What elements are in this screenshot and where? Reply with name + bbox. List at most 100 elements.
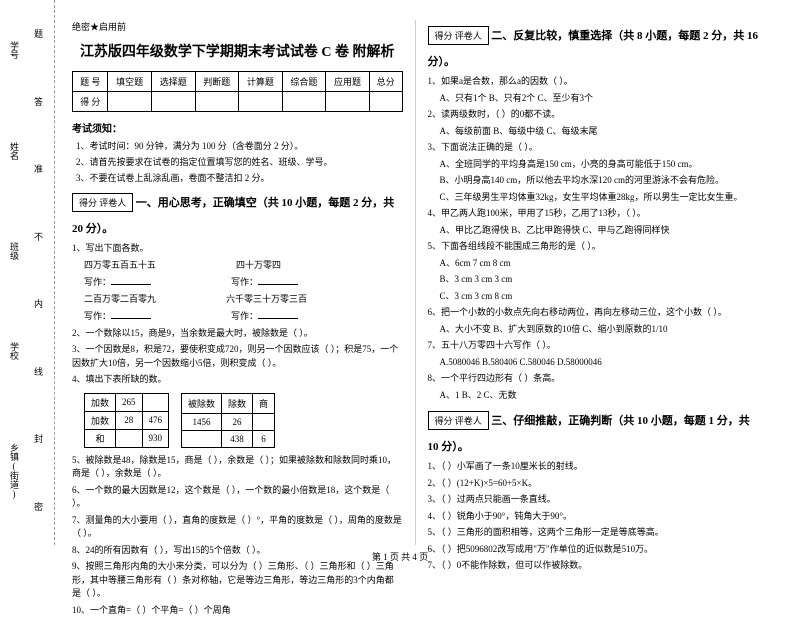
margin-label: 乡镇(街道) bbox=[8, 443, 21, 499]
judge-q5: 5、（ ）三角形的面积相等，这两个三角形一定是等底等高。 bbox=[428, 526, 759, 540]
q1-text: 写作： bbox=[84, 277, 111, 287]
question-6: 6、一个数的最大因数是12，这个数是（ ），一个数的最小倍数是18，这个数是（ … bbox=[72, 484, 403, 511]
question-4: 4、填出下表所缺的数。 bbox=[72, 373, 403, 387]
empty-cell bbox=[151, 92, 195, 112]
question-1: 1、写出下面各数。 bbox=[72, 242, 403, 256]
margin-label: 学号 bbox=[8, 41, 21, 59]
cell: 28 bbox=[116, 411, 143, 429]
question-5: 5、被除数是48，除数是15，商是（ ），余数是（ ）；如果被除数和除数同时乘1… bbox=[72, 454, 403, 481]
margin-char: 准 bbox=[32, 164, 45, 173]
cell: 被除数 bbox=[182, 393, 222, 413]
section-2-title: 二、反复比较，慎重选择（共 8 小题，每题 2 分，共 16 bbox=[491, 30, 758, 42]
choice-q5-b: B、3 cm 3 cm 3 cm bbox=[428, 273, 759, 287]
choice-q4: 4、甲乙两人跑100米，甲用了15秒，乙用了13秒，（ ）。 bbox=[428, 207, 759, 221]
q4-tables: 加数265 加数28476 和 930 被除数除数商 145626 4386 bbox=[72, 390, 403, 451]
empty-cell bbox=[282, 92, 326, 112]
score-grader-box: 得分 评卷人 bbox=[72, 193, 133, 212]
empty-cell bbox=[239, 92, 283, 112]
table-row: 和 930 bbox=[85, 429, 169, 447]
choice-q8-opts: A、1 B、2 C、无数 bbox=[428, 389, 759, 403]
score-grader-box: 得分 评卷人 bbox=[428, 411, 489, 430]
question-1-row: 写作： 写作： bbox=[72, 309, 403, 324]
question-3: 3、一个因数是8，积是72，要使积变成720，则另一个因数应该（ ）；积是75，… bbox=[72, 343, 403, 370]
score-summary-table: 题 号 填空题 选择题 判断题 计算题 综合题 应用题 总分 得 分 bbox=[72, 71, 403, 112]
section-1-title: 一、用心思考，正确填空（共 10 小题，每题 2 分，共 bbox=[136, 197, 395, 209]
page-footer: 第 1 页 共 4 页 bbox=[0, 550, 800, 563]
cell: 除数 bbox=[222, 393, 253, 413]
choice-q1: 1、如果a是合数，那么a的因数（ ）。 bbox=[428, 75, 759, 89]
notice-item: 3、不要在试卷上乱涂乱画，卷面不整洁扣 2 分。 bbox=[72, 171, 403, 184]
cell bbox=[142, 393, 169, 411]
cell: 26 bbox=[222, 413, 253, 430]
choice-q1-opts: A、只有1个 B、只有2个 C、至少有3个 bbox=[428, 92, 759, 106]
question-1-row: 写作： 写作： bbox=[72, 275, 403, 290]
q1-text: 二百万零二百零九 bbox=[84, 294, 156, 304]
notice-heading: 考试须知： bbox=[72, 120, 403, 135]
row-label: 得 分 bbox=[73, 92, 108, 112]
margin-char: 内 bbox=[32, 299, 45, 308]
cell: 和 bbox=[85, 429, 116, 447]
choice-q3-b: B、小明身高140 cm，所以他去平均水深120 cm的河里游泳不会有危险。 bbox=[428, 174, 759, 188]
question-9: 9、按照三角形内角的大小来分类，可以分为（ ）三角形、（ ）三角形和（ ）三角形… bbox=[72, 560, 403, 601]
choice-q6-opts: A、大小不变 B、扩大到原数的10倍 C、缩小到原数的1/10 bbox=[428, 323, 759, 337]
question-2: 2、一个数除以15，商是9，当余数是最大时，被除数是（ ）。 bbox=[72, 327, 403, 341]
question-10: 10、一个直角=（ ）个平角=（ ）个周角 bbox=[72, 604, 403, 617]
q1-text: 写作： bbox=[84, 311, 111, 321]
margin-char: 不 bbox=[32, 232, 45, 241]
section-1-title-cont: 20 分）。 bbox=[72, 220, 403, 236]
blank-line bbox=[258, 309, 298, 319]
margin-label: 学校 bbox=[8, 342, 21, 360]
header-cell: 题 号 bbox=[73, 72, 108, 92]
cell bbox=[116, 429, 143, 447]
q1-text: 写作： bbox=[231, 311, 258, 321]
question-1-row: 四万零五百五十五四十万零四 bbox=[72, 259, 403, 273]
margin-char: 封 bbox=[32, 434, 45, 443]
margin-inner-labels: 题 答 准 不 内 线 封 密 bbox=[32, 0, 45, 540]
header-cell: 应用题 bbox=[326, 72, 370, 92]
empty-cell bbox=[108, 92, 152, 112]
header-cell: 计算题 bbox=[239, 72, 283, 92]
question-1-row: 二百万零二百零九 六千零三十万零三百 bbox=[72, 293, 403, 307]
cell: 商 bbox=[253, 393, 275, 413]
table-row: 加数28476 bbox=[85, 411, 169, 429]
choice-q8: 8、一个平行四边形有（ ）条高。 bbox=[428, 372, 759, 386]
q1-text: 四十万零四 bbox=[236, 260, 281, 270]
q4-table-2: 被除数除数商 145626 4386 bbox=[181, 393, 275, 448]
cell: 438 bbox=[222, 430, 253, 447]
confidential-tag: 绝密★启用前 bbox=[72, 20, 403, 33]
judge-q1: 1、（ ）小军画了一条10厘米长的射线。 bbox=[428, 460, 759, 474]
header-cell: 选择题 bbox=[151, 72, 195, 92]
table-row: 145626 bbox=[182, 413, 275, 430]
margin-outer-labels: 学号 姓名 班级 学校 乡镇(街道) bbox=[8, 0, 21, 540]
choice-q5: 5、下面各组线段不能围成三角形的是（ ）。 bbox=[428, 240, 759, 254]
judge-q2: 2、（ ）(12+K)×5=60+5×K。 bbox=[428, 477, 759, 491]
right-column: 得分 评卷人 二、反复比较，慎重选择（共 8 小题，每题 2 分，共 16 分）… bbox=[416, 20, 771, 545]
cell: 加数 bbox=[85, 411, 116, 429]
table-row: 4386 bbox=[182, 430, 275, 447]
choice-q3: 3、下面说法正确的是（ ）。 bbox=[428, 141, 759, 155]
exam-title: 江苏版四年级数学下学期期末考试试卷 C 卷 附解析 bbox=[72, 41, 403, 61]
page-container: 绝密★启用前 江苏版四年级数学下学期期末考试试卷 C 卷 附解析 题 号 填空题… bbox=[0, 0, 800, 545]
margin-char: 题 bbox=[32, 29, 45, 38]
cell: 加数 bbox=[85, 393, 116, 411]
margin-label: 姓名 bbox=[8, 142, 21, 160]
q1-text: 写作： bbox=[231, 277, 258, 287]
cell bbox=[182, 430, 222, 447]
blank-line bbox=[111, 309, 151, 319]
q4-table-1: 加数265 加数28476 和 930 bbox=[84, 393, 169, 448]
q1-text: 六千零三十万零三百 bbox=[226, 294, 307, 304]
margin-char: 线 bbox=[32, 367, 45, 376]
cell: 476 bbox=[142, 411, 169, 429]
table-row: 题 号 填空题 选择题 判断题 计算题 综合题 应用题 总分 bbox=[73, 72, 403, 92]
choice-q2-opts: A、每级前面 B、每级中级 C、每级末尾 bbox=[428, 125, 759, 139]
blank-line bbox=[111, 275, 151, 285]
choice-q5-a: A、6cm 7 cm 8 cm bbox=[428, 257, 759, 271]
cell: 930 bbox=[142, 429, 169, 447]
choice-q3-a: A、全班同学的平均身高是150 cm，小亮的身高可能低于150 cm。 bbox=[428, 158, 759, 172]
cell: 265 bbox=[116, 393, 143, 411]
question-7: 7、测量角的大小要用（ ），直角的度数是（ ）°，平角的度数是（ ），周角的度数… bbox=[72, 514, 403, 541]
table-row: 被除数除数商 bbox=[182, 393, 275, 413]
header-cell: 综合题 bbox=[282, 72, 326, 92]
cell: 6 bbox=[253, 430, 275, 447]
judge-q3: 3、（ ）过两点只能画一条直线。 bbox=[428, 493, 759, 507]
